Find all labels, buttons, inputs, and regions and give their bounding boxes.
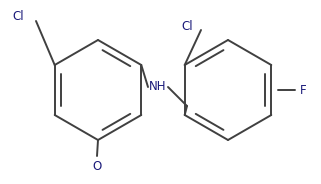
Text: Cl: Cl xyxy=(12,10,24,22)
Text: NH: NH xyxy=(149,81,167,93)
Text: O: O xyxy=(92,160,102,173)
Text: Cl: Cl xyxy=(181,20,193,33)
Text: F: F xyxy=(300,84,306,96)
